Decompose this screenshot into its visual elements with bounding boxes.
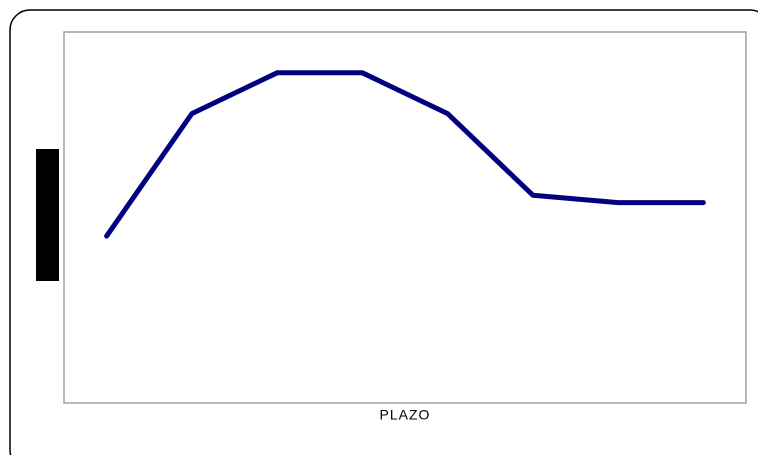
line-series <box>104 70 706 239</box>
y-axis-block <box>36 149 59 281</box>
plot-area <box>63 31 747 404</box>
x-axis-label: PLAZO <box>380 407 431 423</box>
